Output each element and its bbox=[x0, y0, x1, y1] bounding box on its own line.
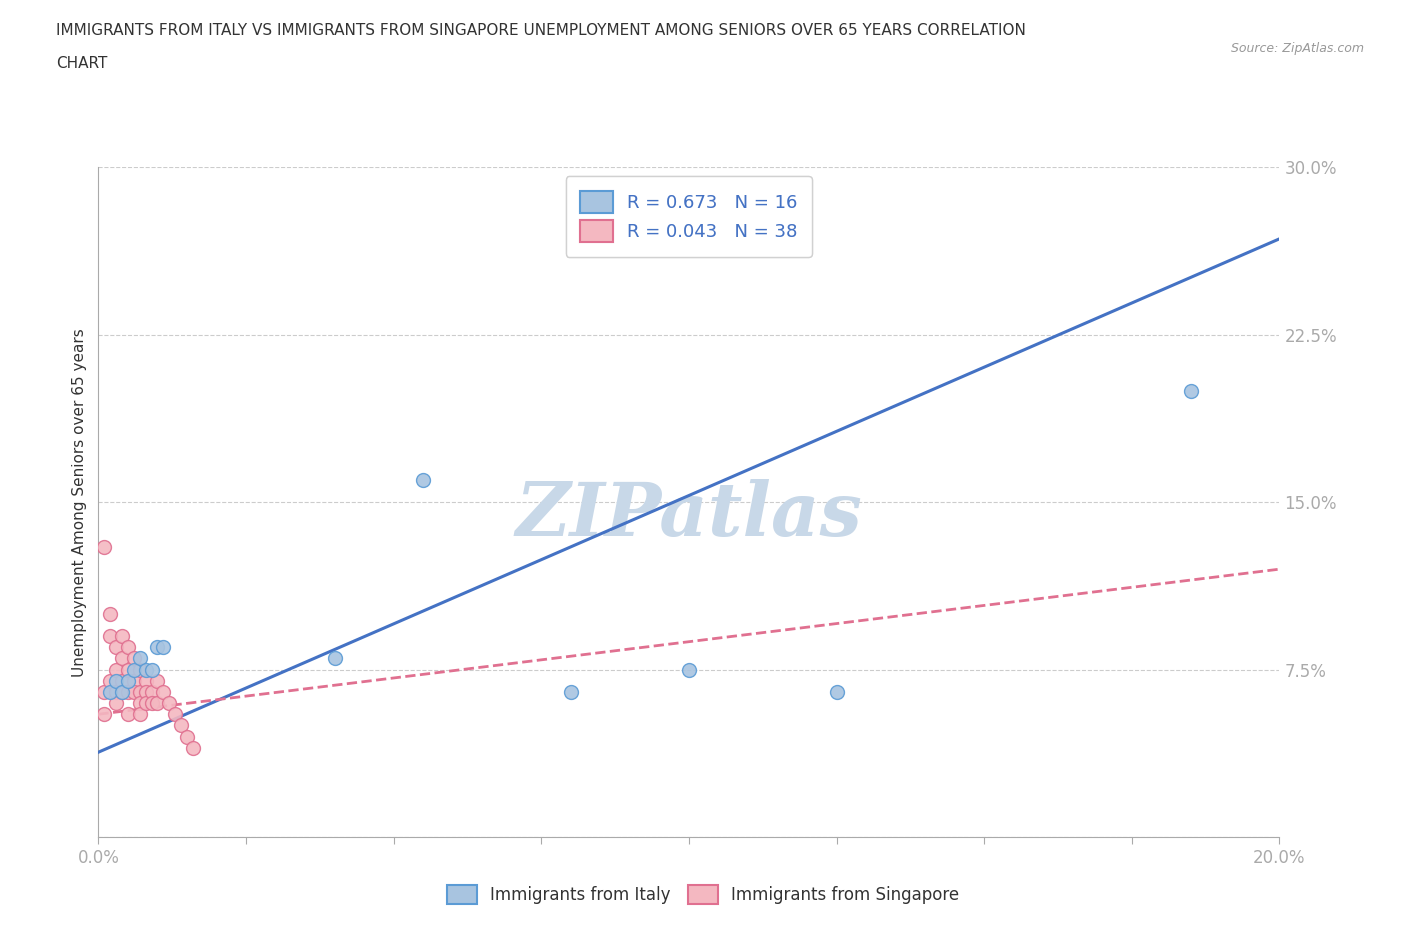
Point bbox=[105, 640, 128, 655]
Point bbox=[560, 684, 582, 699]
Point bbox=[98, 606, 121, 621]
Point bbox=[323, 651, 346, 666]
Point bbox=[165, 707, 187, 722]
Point bbox=[152, 684, 174, 699]
Point bbox=[111, 651, 134, 666]
Point bbox=[128, 707, 150, 722]
Point bbox=[146, 640, 169, 655]
Point bbox=[111, 673, 134, 688]
Point bbox=[146, 673, 169, 688]
Y-axis label: Unemployment Among Seniors over 65 years: Unemployment Among Seniors over 65 years bbox=[72, 328, 87, 677]
Point bbox=[98, 673, 121, 688]
Point bbox=[93, 707, 115, 722]
Point bbox=[135, 684, 157, 699]
Point bbox=[93, 684, 115, 699]
Point bbox=[176, 729, 198, 744]
Point bbox=[141, 662, 163, 677]
Point bbox=[1180, 383, 1202, 398]
Point bbox=[135, 673, 157, 688]
Point bbox=[117, 662, 139, 677]
Point bbox=[135, 696, 157, 711]
Text: Source: ZipAtlas.com: Source: ZipAtlas.com bbox=[1230, 42, 1364, 55]
Point bbox=[825, 684, 848, 699]
Point bbox=[105, 662, 128, 677]
Point bbox=[128, 696, 150, 711]
Text: CHART: CHART bbox=[56, 56, 108, 71]
Point bbox=[128, 651, 150, 666]
Point bbox=[117, 684, 139, 699]
Point bbox=[117, 707, 139, 722]
Point bbox=[117, 640, 139, 655]
Point bbox=[93, 539, 115, 554]
Point bbox=[105, 673, 128, 688]
Point bbox=[170, 718, 193, 733]
Point bbox=[678, 662, 700, 677]
Point bbox=[117, 673, 139, 688]
Legend: Immigrants from Italy, Immigrants from Singapore: Immigrants from Italy, Immigrants from S… bbox=[439, 877, 967, 912]
Point bbox=[141, 696, 163, 711]
Point bbox=[412, 472, 434, 487]
Point bbox=[98, 629, 121, 644]
Text: ZIPatlas: ZIPatlas bbox=[516, 479, 862, 551]
Point bbox=[98, 684, 121, 699]
Point bbox=[111, 684, 134, 699]
Text: IMMIGRANTS FROM ITALY VS IMMIGRANTS FROM SINGAPORE UNEMPLOYMENT AMONG SENIORS OV: IMMIGRANTS FROM ITALY VS IMMIGRANTS FROM… bbox=[56, 23, 1026, 38]
Point bbox=[152, 640, 174, 655]
Point bbox=[111, 684, 134, 699]
Point bbox=[146, 696, 169, 711]
Point bbox=[141, 684, 163, 699]
Point bbox=[105, 684, 128, 699]
Point bbox=[135, 662, 157, 677]
Point bbox=[122, 673, 145, 688]
Legend: R = 0.673   N = 16, R = 0.043   N = 38: R = 0.673 N = 16, R = 0.043 N = 38 bbox=[565, 177, 813, 257]
Point bbox=[122, 662, 145, 677]
Point bbox=[111, 629, 134, 644]
Point bbox=[128, 662, 150, 677]
Point bbox=[122, 684, 145, 699]
Point bbox=[128, 684, 150, 699]
Point bbox=[181, 740, 204, 755]
Point bbox=[105, 696, 128, 711]
Point bbox=[157, 696, 180, 711]
Point bbox=[122, 651, 145, 666]
